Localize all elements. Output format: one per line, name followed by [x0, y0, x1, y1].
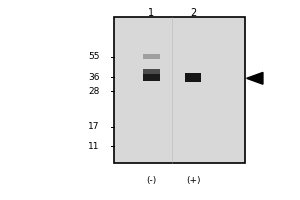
Bar [185, 73, 201, 82]
Text: 1: 1 [148, 8, 154, 18]
Bar [143, 54, 160, 59]
Text: (-): (-) [146, 176, 157, 185]
Bar [114, 17, 245, 163]
Text: 2: 2 [190, 8, 196, 18]
Bar [143, 69, 160, 74]
Text: 11: 11 [88, 142, 100, 151]
Polygon shape [247, 72, 263, 84]
Text: (+): (+) [186, 176, 200, 185]
Text: 36: 36 [88, 73, 100, 82]
Text: 55: 55 [88, 52, 100, 61]
Text: 17: 17 [88, 122, 100, 131]
Bar [143, 74, 160, 81]
Text: 28: 28 [88, 87, 100, 96]
